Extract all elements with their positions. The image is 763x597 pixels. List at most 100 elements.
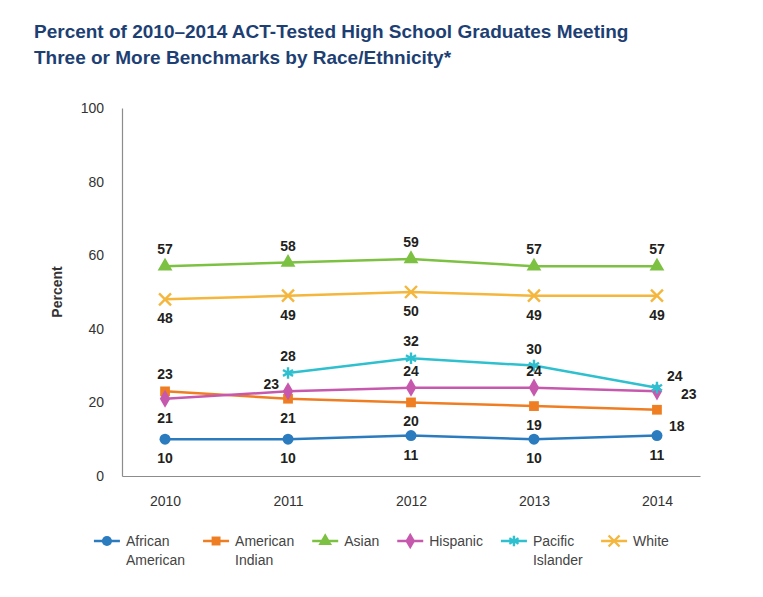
data-label: 18: [669, 418, 685, 434]
x-tick-label: 2012: [396, 493, 427, 509]
series-group: [160, 430, 663, 445]
data-point: [283, 382, 293, 400]
legend: African American American Indian Asian Hispan…: [94, 533, 669, 568]
legend-label-line: African: [126, 533, 170, 549]
x-tick: 2011: [273, 476, 303, 509]
legend-swatch-marker: [318, 533, 332, 545]
data-label: 59: [403, 234, 419, 250]
x-tick-label: 2014: [642, 493, 673, 509]
data-label: 49: [649, 307, 665, 323]
data-point: [651, 430, 662, 441]
x-tick-label: 2013: [519, 493, 550, 509]
data-point: [528, 434, 539, 445]
data-point: [652, 382, 662, 394]
data-label: 49: [280, 307, 296, 323]
legend-swatch-marker: [212, 537, 221, 546]
x-tick: 2013: [519, 476, 550, 509]
x-tick-label: 2011: [273, 493, 303, 509]
title-line: Percent of 2010–2014 ACT-Tested High Sch…: [34, 21, 628, 42]
data-point: [529, 379, 539, 397]
legend-label-line: Pacific: [533, 533, 574, 549]
y-tick-label: 40: [88, 321, 104, 337]
y-tick: 60: [88, 247, 122, 263]
x-tick: 2010: [150, 476, 181, 509]
legend-swatch-marker: [102, 536, 112, 546]
data-point: [652, 405, 662, 415]
y-tick: 20: [88, 394, 122, 410]
data-point: [282, 290, 294, 302]
data-point: [283, 434, 294, 445]
data-point: [406, 430, 417, 441]
data-label: 30: [526, 341, 542, 357]
data-label: 23: [681, 386, 697, 402]
data-point: [651, 290, 663, 302]
data-label: 21: [157, 410, 173, 426]
data-label: 24: [403, 363, 419, 379]
data-point: [158, 258, 173, 271]
data-label: 10: [280, 450, 296, 466]
data-point: [406, 398, 416, 408]
title-line: Three or More Benchmarks by Race/Ethnici…: [34, 47, 452, 68]
plot-marks: [158, 250, 665, 444]
x-axis-line: [123, 476, 701, 477]
series-group: [158, 250, 665, 270]
data-label: 24: [667, 368, 683, 384]
data-label: 21: [280, 410, 296, 426]
y-tick-label: 100: [81, 100, 105, 116]
data-point: [281, 254, 296, 267]
legend-swatch-marker: [509, 536, 518, 547]
data-label: 28: [280, 348, 296, 364]
x-tick: 2014: [642, 476, 673, 509]
data-label: 57: [526, 241, 542, 257]
legend-item: Hispanic: [397, 533, 483, 550]
legend-label: African American: [126, 533, 185, 568]
legend-item: African American: [94, 533, 185, 568]
data-point: [283, 367, 293, 379]
legend-label: Hispanic: [429, 533, 483, 549]
legend-label-line: Hispanic: [429, 533, 483, 549]
data-label: 23: [263, 376, 279, 392]
legend-label-line: Islander: [533, 552, 583, 568]
data-label: 20: [403, 413, 419, 429]
legend-item: Asian: [312, 533, 379, 549]
series-group: [160, 379, 662, 408]
data-point: [406, 379, 416, 397]
data-label: 24: [526, 363, 542, 379]
legend-item: American Indian: [203, 533, 294, 568]
y-axis: 0 20 40 60 80 100: [81, 100, 123, 484]
data-label: 11: [650, 447, 665, 463]
data-label: 57: [157, 241, 173, 257]
legend-label: Asian: [344, 533, 379, 549]
x-tick: 2012: [396, 476, 427, 509]
legend-label: American Indian: [235, 533, 294, 568]
legend-label-line: American: [126, 552, 185, 568]
data-label: 19: [526, 417, 542, 433]
y-tick-label: 80: [88, 174, 104, 190]
data-point: [405, 286, 417, 298]
data-label: 32: [403, 333, 419, 349]
data-point: [527, 258, 542, 271]
data-point: [159, 293, 171, 305]
y-tick: 100: [81, 100, 122, 116]
y-tick: 40: [88, 321, 122, 337]
data-point: [404, 250, 419, 263]
legend-label-line: Indian: [235, 552, 273, 568]
data-label: 48: [157, 310, 173, 326]
data-label: 10: [157, 450, 173, 466]
series-line: [288, 358, 657, 387]
data-label: 11: [404, 447, 419, 463]
data-labels: 1010111011232120191857585957572123242423…: [157, 234, 696, 466]
data-point: [160, 434, 171, 445]
y-tick-label: 0: [96, 468, 104, 484]
data-label: 58: [280, 238, 296, 254]
y-tick-label: 60: [88, 247, 104, 263]
y-tick-label: 20: [88, 394, 104, 410]
legend-label-line: American: [235, 533, 294, 549]
data-point: [160, 390, 170, 408]
legend-label: Pacific Islander: [533, 533, 583, 568]
legend-item: Pacific Islander: [501, 533, 583, 568]
data-label: 10: [526, 450, 542, 466]
series-group: [283, 352, 662, 393]
x-tick-label: 2010: [150, 493, 181, 509]
y-tick: 0: [96, 468, 122, 484]
